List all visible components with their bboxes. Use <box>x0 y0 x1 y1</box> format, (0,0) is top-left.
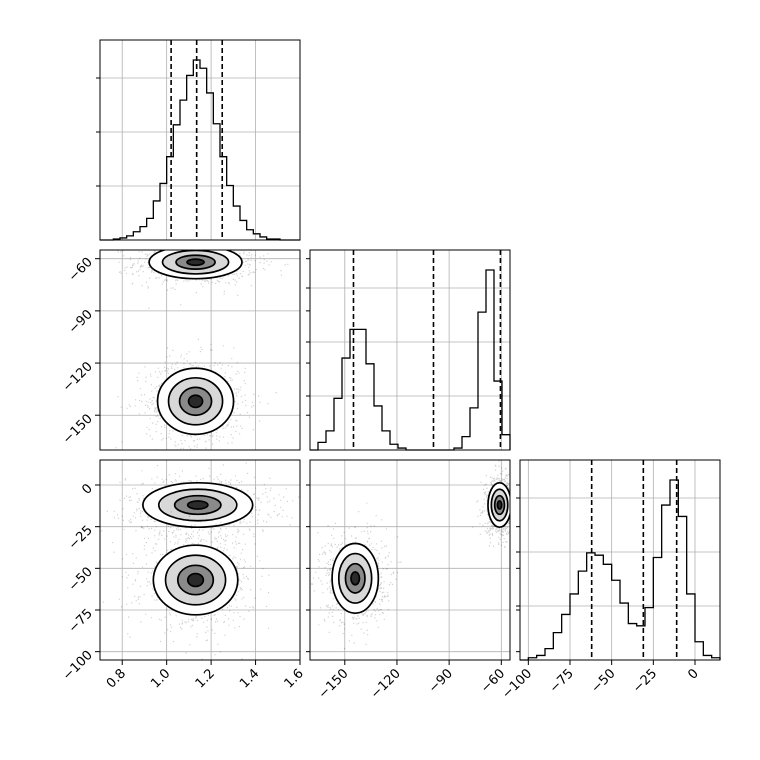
x-tick-label: 1.4 <box>237 666 262 691</box>
x-tick-label: −75 <box>547 666 577 696</box>
contour-level-2 <box>167 376 224 426</box>
histogram-step-2 <box>520 479 721 661</box>
panel-content <box>115 250 289 450</box>
contour-level-0 <box>187 394 204 409</box>
scatter-points-mode-0 <box>116 250 289 309</box>
contour-level-3 <box>487 481 510 529</box>
contour-level-1 <box>176 564 215 596</box>
y-tick-label: −50 <box>66 565 96 595</box>
x-tick-label: −150 <box>316 666 352 702</box>
contour-level-3 <box>156 367 235 436</box>
panel-frame <box>519 459 721 661</box>
panel-0-0 <box>96 39 301 241</box>
y-tick-label: −60 <box>66 255 96 285</box>
density-fill-peak <box>187 573 204 587</box>
contour-level-2 <box>490 488 509 522</box>
density-fill-peak <box>187 500 208 510</box>
panel-content <box>100 462 300 660</box>
panel-background <box>520 460 720 660</box>
contour-level-3 <box>142 481 254 529</box>
contour-level-1 <box>344 562 366 594</box>
density-fill-peak <box>350 571 360 585</box>
contour-level-2 <box>337 552 373 604</box>
density-fill-peak <box>497 500 502 510</box>
x-tick-label: 0 <box>685 666 701 682</box>
x-tick-label: 1.2 <box>193 666 218 691</box>
panel-1-0 <box>99 249 301 451</box>
panel-1-1 <box>306 249 511 451</box>
contour-level-3 <box>148 250 243 280</box>
panel-frame <box>99 249 301 451</box>
contour-level-1 <box>178 386 213 417</box>
panel-2-2 <box>516 459 721 661</box>
x-tick-label: −90 <box>426 666 456 696</box>
contour-level-0 <box>186 500 209 510</box>
contour-level-2 <box>164 554 227 606</box>
contour-level-0 <box>496 500 503 510</box>
panel-frame <box>99 459 301 661</box>
density-fill-peak <box>187 259 205 266</box>
x-tick-label: −50 <box>588 666 618 696</box>
contour-level-3 <box>152 544 239 616</box>
panel-2-1 <box>309 459 511 661</box>
contour-level-3 <box>331 542 380 615</box>
x-tick-label: 0.8 <box>104 666 129 691</box>
y-tick-label: −25 <box>66 523 96 553</box>
panel-frame <box>309 459 511 661</box>
x-tick-label: 1.0 <box>148 666 173 691</box>
density-fill-peak <box>188 395 203 408</box>
x-tick-label: 1.6 <box>282 666 307 691</box>
y-tick-label: −120 <box>60 359 96 395</box>
y-tick-label: −100 <box>60 648 96 684</box>
panel-frame <box>99 39 301 241</box>
contour-level-0 <box>186 258 205 267</box>
contour-level-0 <box>186 572 205 588</box>
contour-level-0 <box>350 571 361 586</box>
x-tick-label: −25 <box>630 666 660 696</box>
x-tick-label: −100 <box>499 666 535 702</box>
y-tick-label: −90 <box>66 307 96 337</box>
panel-background <box>310 250 510 450</box>
histogram-step-1 <box>310 269 511 451</box>
contour-level-1 <box>175 254 216 270</box>
x-tick-label: −120 <box>368 666 404 702</box>
contour-level-1 <box>173 494 222 516</box>
panel-frame <box>309 249 511 451</box>
contour-level-2 <box>157 488 238 522</box>
y-tick-label: 0 <box>79 481 95 497</box>
panel-background <box>100 40 300 240</box>
panel-2-0 <box>99 459 301 661</box>
y-tick-label: −150 <box>60 411 96 447</box>
y-tick-label: −75 <box>66 606 96 636</box>
panel-content <box>310 460 510 660</box>
contour-level-1 <box>493 494 506 516</box>
